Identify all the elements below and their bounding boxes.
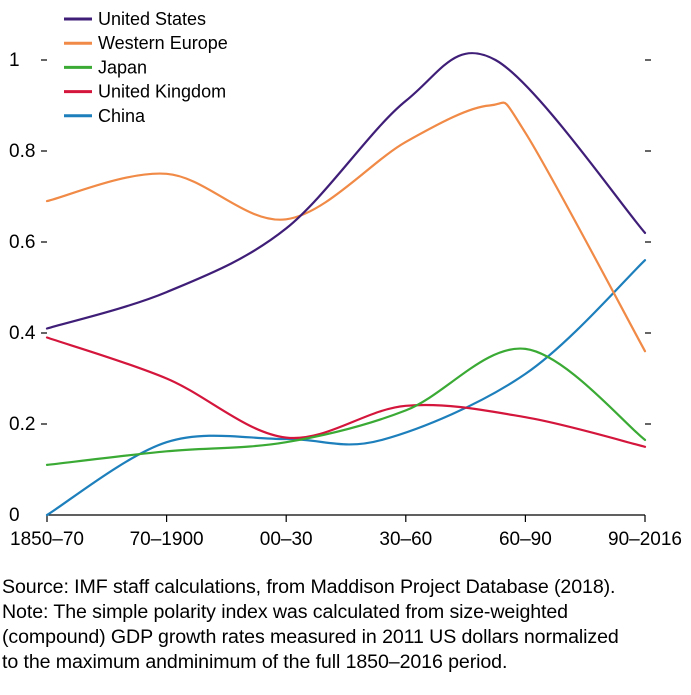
series-line-united-states <box>45 52 647 330</box>
series-line-western-europe <box>45 101 647 353</box>
legend-label-japan: Japan <box>98 57 147 77</box>
chart-series-lines <box>45 52 647 517</box>
x-tick-label: 60–90 <box>499 529 552 550</box>
legend-label-united-kingdom: United Kingdom <box>98 82 226 102</box>
y-tick-label: 0.4 <box>9 323 36 344</box>
x-tick-label: 30–60 <box>379 529 432 550</box>
y-tick-label: 0 <box>9 505 20 526</box>
y-tick-label: 0.2 <box>9 414 35 435</box>
x-tick-label: 70–1900 <box>130 529 204 550</box>
polarity-index-chart: 0 0.2 0.4 0.6 0.8 1 1850–70 70–1900 00–30 30–60 60… <box>9 9 682 550</box>
chart-notes: Source: IMF staff calculations, from Mad… <box>2 575 686 675</box>
x-tick-label: 1850–70 <box>10 529 84 550</box>
chart-legend: United States Western Europe Japan United K… <box>64 9 228 126</box>
y-tick-label: 0.6 <box>9 232 35 253</box>
x-tick-label: 00–30 <box>260 529 313 550</box>
source-note: Source: IMF staff calculations, from Mad… <box>2 576 616 598</box>
series-line-japan <box>45 347 647 466</box>
legend-label-united-states: United States <box>98 9 206 29</box>
x-tick-label: 90–2016 <box>608 529 682 550</box>
y-tick-label: 0.8 <box>9 141 35 162</box>
legend-label-western-europe: Western Europe <box>98 33 228 53</box>
methodology-note-line-3: to the maximum andminimum of the full 18… <box>2 651 508 673</box>
series-line-united-kingdom <box>45 336 647 448</box>
legend-label-china: China <box>98 106 146 126</box>
chart-axes: 0 0.2 0.4 0.6 0.8 1 1850–70 70–1900 00–30 30–60 60… <box>9 50 682 550</box>
y-tick-label: 1 <box>9 50 20 71</box>
series-line-china <box>45 259 647 517</box>
methodology-note-line-1: Note: The simple polarity index was calc… <box>2 601 568 623</box>
methodology-note-line-2: (compound) GDP growth rates measured in … <box>2 626 619 648</box>
